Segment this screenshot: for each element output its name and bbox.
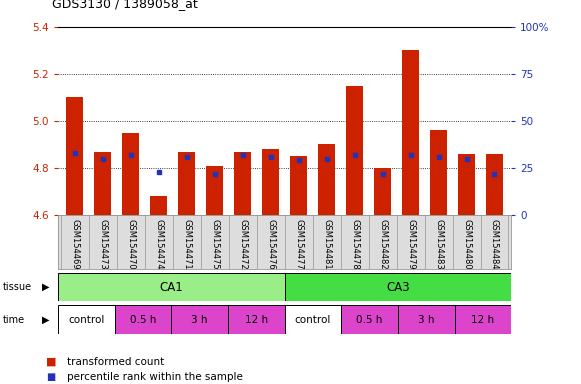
Text: 3 h: 3 h (418, 314, 435, 325)
Bar (150, 196, 167, 215)
Text: CA3: CA3 (386, 281, 410, 293)
Text: GSM154484: GSM154484 (490, 219, 499, 270)
Bar (206, 166, 223, 215)
Bar (430, 130, 447, 215)
Bar (402, 50, 419, 215)
Bar (398, 305, 454, 334)
Text: GSM154482: GSM154482 (378, 219, 387, 270)
Text: time: time (3, 314, 25, 325)
Text: ■: ■ (46, 372, 56, 382)
Bar (234, 152, 251, 215)
Bar (58, 273, 285, 301)
Bar (455, 305, 511, 334)
Bar (486, 154, 503, 215)
Text: 12 h: 12 h (471, 314, 494, 325)
Bar (342, 305, 398, 334)
Text: transformed count: transformed count (67, 357, 164, 367)
Text: GSM154475: GSM154475 (210, 219, 219, 270)
Text: 12 h: 12 h (245, 314, 268, 325)
Bar (458, 154, 475, 215)
Bar (262, 149, 279, 215)
Text: control: control (68, 314, 105, 325)
Bar (374, 168, 391, 215)
Text: GSM154483: GSM154483 (434, 219, 443, 270)
Text: GSM154478: GSM154478 (350, 219, 359, 270)
Text: GSM154472: GSM154472 (238, 219, 248, 270)
Bar (285, 305, 342, 334)
Bar (178, 152, 195, 215)
Bar (290, 156, 307, 215)
Bar (95, 152, 111, 215)
Text: control: control (295, 314, 331, 325)
Text: GSM154474: GSM154474 (155, 219, 163, 270)
Text: 0.5 h: 0.5 h (357, 314, 383, 325)
Text: ■: ■ (46, 357, 57, 367)
Bar (285, 273, 511, 301)
Text: percentile rank within the sample: percentile rank within the sample (67, 372, 243, 382)
Text: GSM154479: GSM154479 (406, 219, 415, 270)
Text: CA1: CA1 (160, 281, 183, 293)
Text: GSM154481: GSM154481 (322, 219, 331, 270)
Text: GSM154480: GSM154480 (462, 219, 471, 270)
Bar (66, 98, 83, 215)
Bar (228, 305, 285, 334)
Bar (171, 305, 228, 334)
Text: ▶: ▶ (42, 282, 50, 292)
Bar (58, 305, 115, 334)
Text: tissue: tissue (3, 282, 32, 292)
Text: GSM154476: GSM154476 (266, 219, 275, 270)
Text: GSM154477: GSM154477 (294, 219, 303, 270)
Bar (123, 133, 139, 215)
Text: GSM154470: GSM154470 (126, 219, 135, 270)
Text: 3 h: 3 h (192, 314, 208, 325)
Bar (115, 305, 171, 334)
Text: GDS3130 / 1389058_at: GDS3130 / 1389058_at (52, 0, 198, 10)
Text: GSM154471: GSM154471 (182, 219, 191, 270)
Text: ▶: ▶ (42, 314, 50, 325)
Text: GSM154469: GSM154469 (70, 219, 80, 270)
Bar (346, 86, 363, 215)
Text: GSM154473: GSM154473 (98, 219, 107, 270)
Text: 0.5 h: 0.5 h (130, 314, 156, 325)
Bar (318, 144, 335, 215)
